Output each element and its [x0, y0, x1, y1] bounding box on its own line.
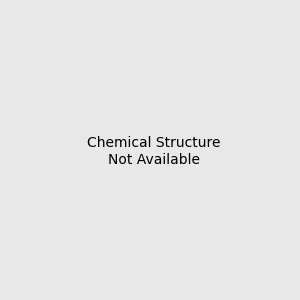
Text: Chemical Structure
Not Available: Chemical Structure Not Available	[87, 136, 220, 166]
